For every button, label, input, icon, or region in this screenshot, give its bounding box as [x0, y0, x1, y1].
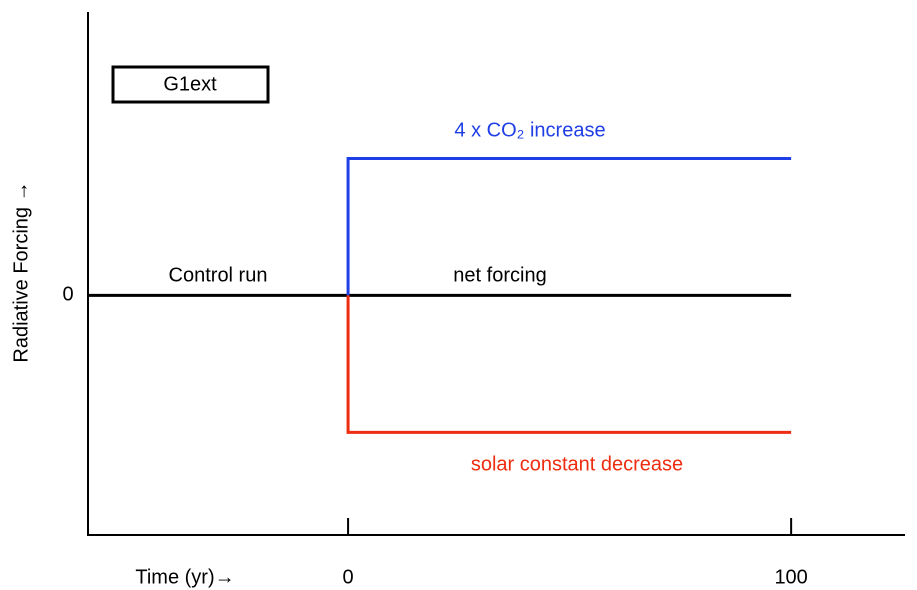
x-tick-label: 100: [774, 566, 807, 588]
box-label: G1ext: [163, 73, 217, 95]
annotation: Control run: [169, 264, 268, 286]
series-line: [346, 295, 792, 434]
y-tick-label: 0: [62, 284, 73, 306]
y-axis-label: Radiative Forcing →: [10, 181, 32, 362]
series-line: [346, 156, 792, 296]
x-tick-label: 0: [343, 566, 354, 588]
annotation: net forcing: [453, 264, 546, 286]
label-box: [111, 65, 270, 104]
annotation: 4 x CO₂ increase: [454, 119, 605, 141]
annotation: solar constant decrease: [471, 453, 683, 475]
x-axis-label: Time (yr)→: [135, 566, 234, 588]
